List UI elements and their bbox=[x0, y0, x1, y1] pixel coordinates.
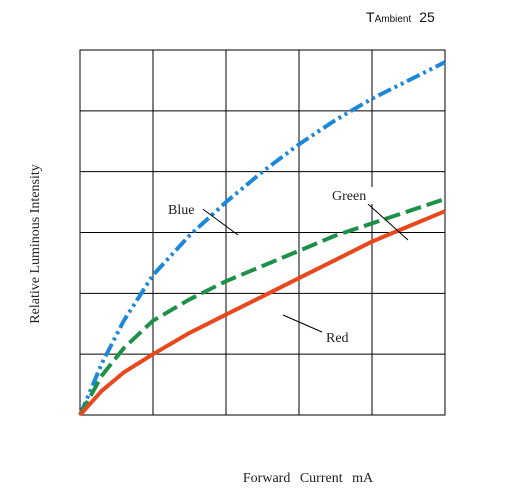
y-axis-label: Relative Luminous Intensity bbox=[28, 164, 43, 323]
leader-line-red bbox=[282, 314, 323, 333]
plot-frame bbox=[79, 49, 446, 416]
series-lines bbox=[78, 60, 446, 417]
series-line-green bbox=[78, 197, 446, 416]
series-line-red bbox=[78, 209, 446, 417]
leader-line-green bbox=[367, 203, 409, 241]
series-label-green: Green bbox=[332, 189, 366, 204]
series-line-blue bbox=[78, 60, 446, 416]
label-background-red bbox=[323, 329, 353, 346]
label-background-green bbox=[329, 187, 375, 204]
series-annotations: Blue Green Red bbox=[165, 187, 409, 346]
x-axis-label: Forward Current mA bbox=[243, 471, 374, 486]
series-label-red: Red bbox=[326, 331, 349, 346]
ambient-label: TAmbient 25 bbox=[366, 9, 435, 25]
leader-line-blue bbox=[199, 206, 239, 236]
label-background-blue bbox=[165, 201, 203, 218]
series-label-blue: Blue bbox=[168, 203, 194, 218]
plot-border bbox=[79, 49, 446, 416]
